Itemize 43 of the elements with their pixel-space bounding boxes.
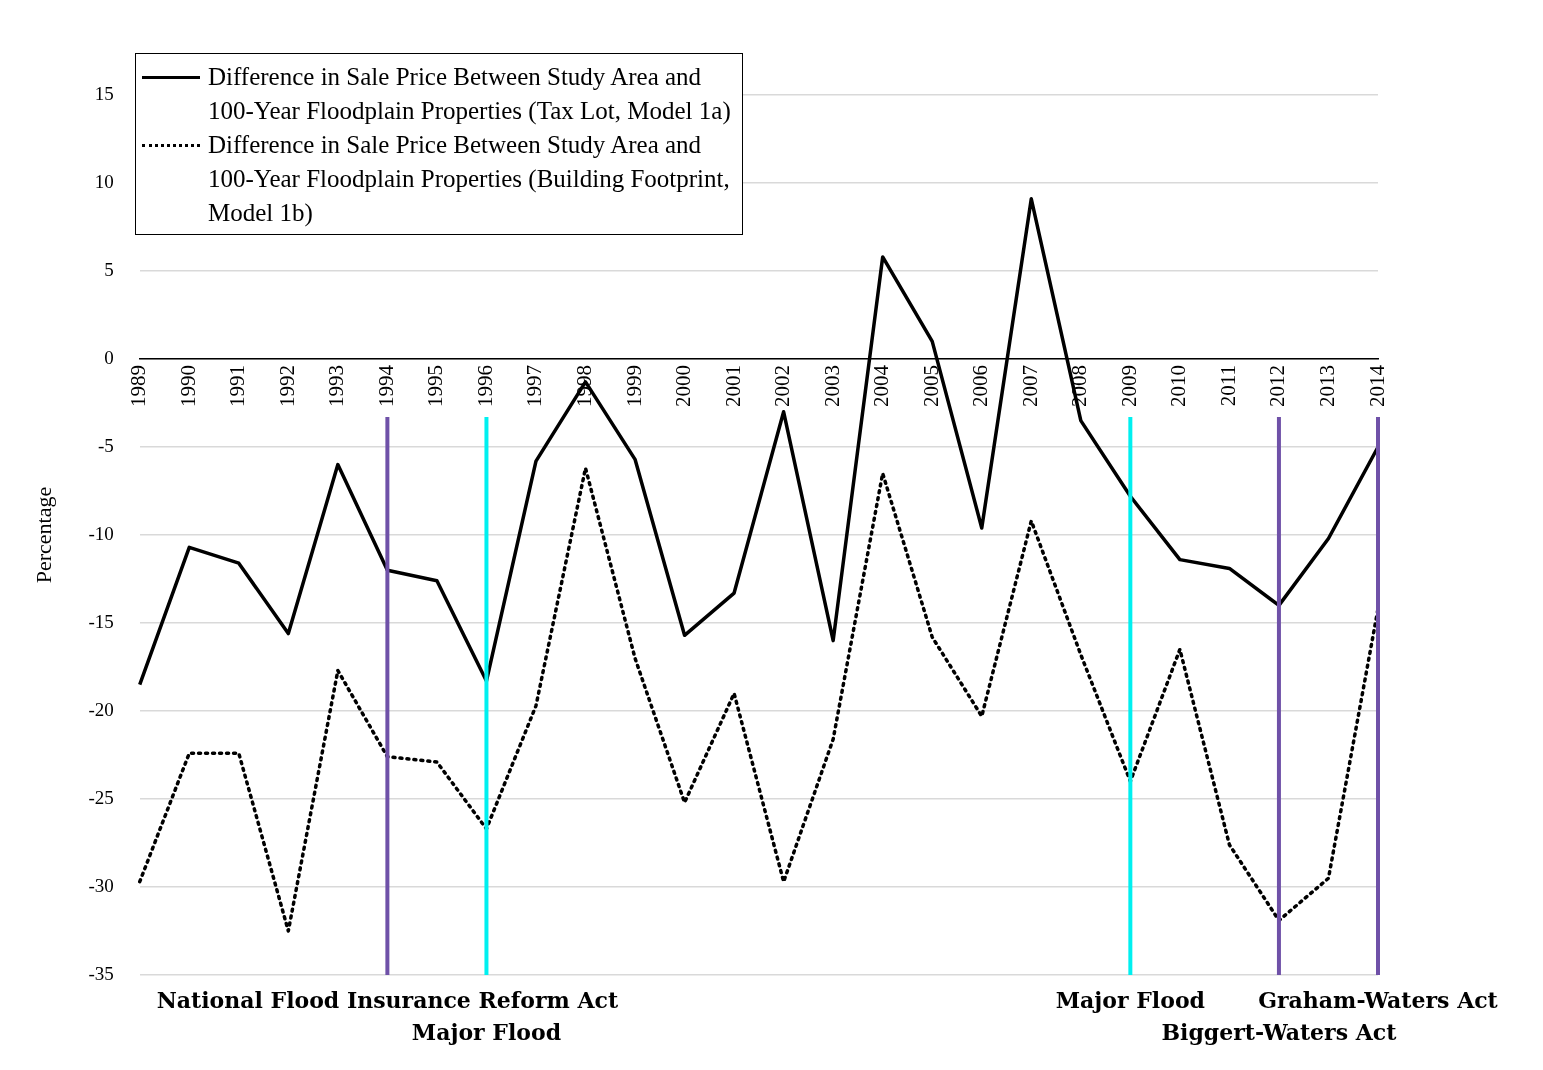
x-tick-label: 2000 <box>671 365 696 407</box>
ref-line-label: Major Flood <box>411 1018 562 1045</box>
x-tick-label: 1993 <box>324 365 349 407</box>
x-tick-label: 1997 <box>522 365 547 407</box>
x-tick-label: 2001 <box>720 365 745 407</box>
y-tick-label: -35 <box>88 962 114 984</box>
x-tick-label: 2006 <box>968 365 993 407</box>
x-tick-label: 2005 <box>918 365 943 407</box>
x-tick-label: 2009 <box>1116 365 1141 407</box>
x-tick-label: 1994 <box>373 364 398 407</box>
y-tick-label: 15 <box>94 82 114 104</box>
x-tick-label: 1990 <box>175 365 200 407</box>
y-tick-label: 0 <box>104 346 114 368</box>
legend-label: Difference in Sale Price Between Study Area and 100-Year Floodplain Properties (Building Footprint, Model 1b) <box>208 130 731 229</box>
x-tick-label: 1989 <box>126 365 151 407</box>
x-tick-label: 1996 <box>472 365 497 407</box>
x-tick-label: 1995 <box>423 365 448 407</box>
y-axis-title: Percentage <box>30 486 56 584</box>
x-tick-label: 2003 <box>819 365 844 407</box>
y-tick-label: -30 <box>88 874 114 896</box>
x-tick-label: 2013 <box>1314 365 1339 407</box>
y-tick-label: -20 <box>88 698 114 720</box>
x-tick-label: 2002 <box>770 365 795 407</box>
ref-line-label: National Flood Insurance Reform Act <box>156 986 619 1013</box>
x-tick-label: 2004 <box>869 364 894 407</box>
ref-line-label: Major Flood <box>1055 986 1205 1013</box>
ref-line-label: Graham-Waters Act <box>1258 986 1499 1013</box>
x-tick-label: 2007 <box>1017 365 1042 407</box>
ref-line-label: Biggert-Waters Act <box>1161 1018 1398 1045</box>
y-tick-label: -10 <box>88 522 114 544</box>
x-tick-label: 2012 <box>1265 365 1290 407</box>
y-tick-label: 5 <box>104 258 114 280</box>
y-tick-label: 10 <box>94 170 114 192</box>
x-tick-label: 1999 <box>621 365 646 407</box>
x-tick-label: 2010 <box>1166 365 1191 407</box>
x-tick-label: 2014 <box>1364 364 1389 407</box>
x-tick-label: 1991 <box>225 365 250 407</box>
x-tick-label: 1992 <box>274 365 299 407</box>
y-tick-label: -15 <box>88 610 114 632</box>
y-tick-label: -25 <box>88 786 114 808</box>
x-tick-label: 2011 <box>1215 365 1240 407</box>
legend-label: Difference in Sale Price Between Study Area and 100-Year Floodplain Properties (Tax Lot, Model 1a) <box>208 62 732 127</box>
y-tick-label: -5 <box>97 434 114 456</box>
